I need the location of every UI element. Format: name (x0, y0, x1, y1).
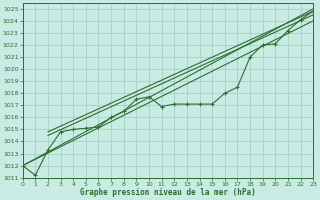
X-axis label: Graphe pression niveau de la mer (hPa): Graphe pression niveau de la mer (hPa) (80, 188, 256, 197)
